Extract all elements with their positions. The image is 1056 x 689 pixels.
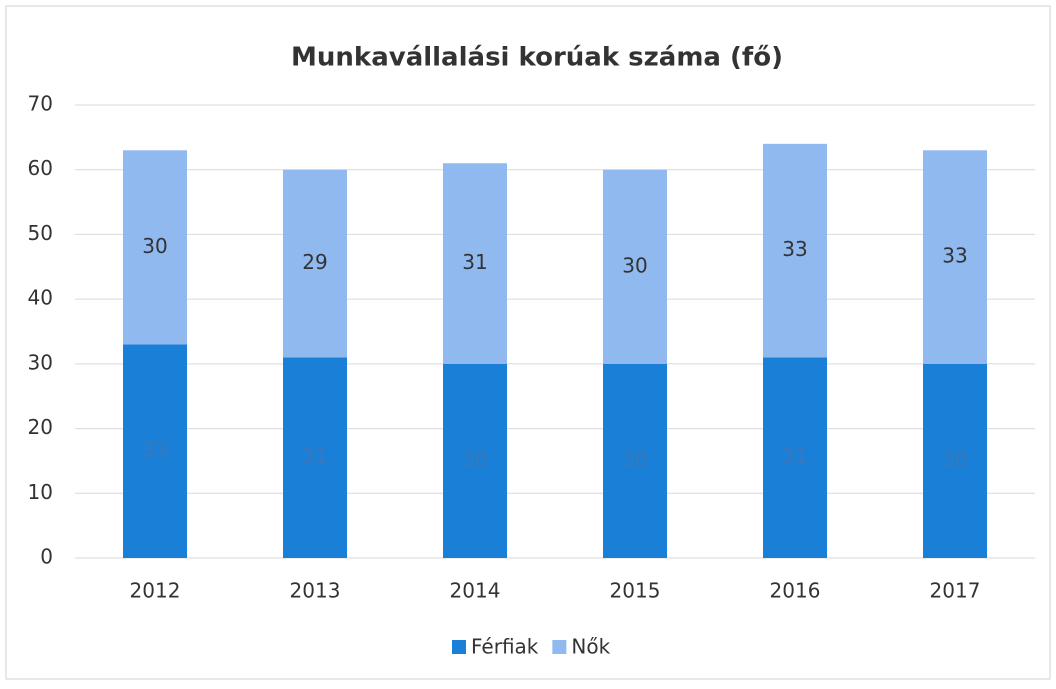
bar-segment (123, 150, 187, 345)
x-tick-label: 2016 (770, 579, 821, 603)
x-tick-label: 2017 (930, 579, 981, 603)
data-label: 30 (462, 447, 487, 471)
y-tick-label: 70 (28, 92, 53, 116)
legend-swatch (452, 640, 466, 654)
data-label: 33 (782, 237, 807, 261)
y-tick-label: 30 (28, 350, 53, 374)
bar-segment (443, 163, 507, 364)
y-tick-label: 50 (28, 221, 53, 245)
data-label: 30 (622, 447, 647, 471)
legend-swatch (552, 640, 567, 654)
data-label: 30 (142, 234, 167, 258)
data-label: 33 (142, 438, 167, 462)
data-label: 30 (942, 447, 967, 471)
bar-segment (443, 363, 507, 558)
x-tick-label: 2015 (610, 579, 661, 603)
bar-segment (123, 344, 187, 558)
bar-segment (283, 169, 347, 358)
bar-segment (923, 150, 987, 364)
chart-title: Munkavállalási korúak száma (fő) (291, 43, 783, 73)
y-tick-label: 10 (28, 480, 53, 504)
x-tick-label: 2013 (290, 579, 341, 603)
x-tick-label: 2014 (450, 579, 501, 603)
y-tick-label: 20 (28, 415, 53, 439)
data-label: 30 (622, 253, 647, 277)
legend-label: Nők (571, 635, 610, 659)
y-tick-label: 0 (40, 545, 53, 569)
bar-segment (923, 363, 987, 558)
data-label: 31 (462, 250, 487, 274)
y-tick-label: 40 (28, 286, 53, 310)
x-tick-label: 2012 (130, 579, 181, 603)
bar-segment (763, 357, 827, 558)
data-label: 29 (302, 250, 327, 274)
data-label: 31 (302, 444, 327, 468)
legend-label: Férfiak (471, 635, 539, 659)
bar-segment (603, 169, 667, 364)
data-label: 33 (942, 244, 967, 268)
bar-segment (283, 357, 347, 558)
bar-segment (603, 363, 667, 558)
y-tick-label: 60 (28, 156, 53, 180)
data-label: 31 (782, 444, 807, 468)
bar-segment (763, 143, 827, 358)
